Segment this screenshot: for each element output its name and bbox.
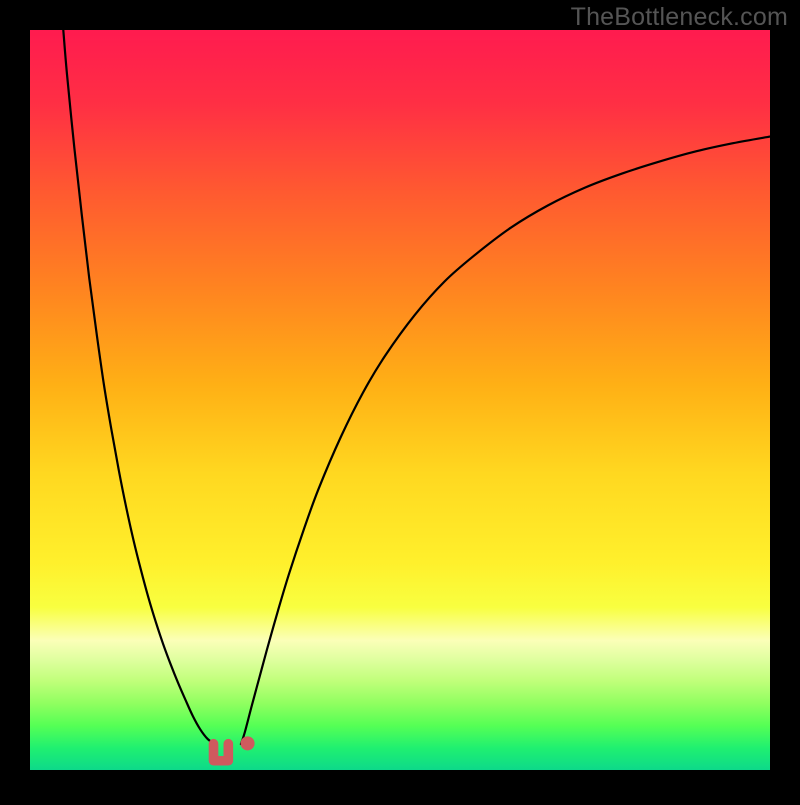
watermark-source-label: TheBottleneck.com <box>571 3 788 32</box>
chart-container: TheBottleneck.com <box>0 0 800 800</box>
gradient-plot-background <box>30 30 770 770</box>
valley-dot-mark <box>241 736 255 750</box>
bottleneck-curve-chart <box>0 0 800 800</box>
